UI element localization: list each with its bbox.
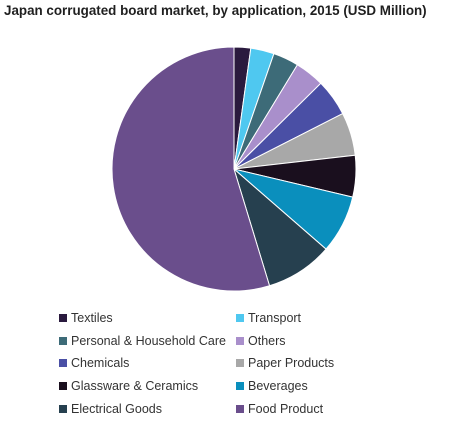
- legend-swatch: [236, 404, 244, 413]
- legend-label: Glassware & Ceramics: [71, 379, 199, 394]
- legend-label: Electrical Goods: [71, 401, 163, 416]
- legend-swatch: [59, 359, 67, 368]
- legend-swatch: [236, 359, 244, 368]
- legend-label: Paper Products: [248, 356, 335, 371]
- legend-item-glassware-ceramics: Glassware & Ceramics: [59, 377, 198, 395]
- legend-label: Textiles: [71, 311, 113, 325]
- legend-item-electrical-goods: Electrical Goods: [59, 400, 162, 418]
- legend-item-personal-household-care: Personal & Household Care: [59, 332, 226, 350]
- legend-item-chemicals: Chemicals: [59, 354, 129, 372]
- legend-item-food-product: Food Product: [236, 400, 323, 418]
- pie-slices: [111, 46, 357, 292]
- legend-swatch: [236, 382, 244, 391]
- legend-item-transport: Transport: [236, 309, 301, 327]
- legend-swatch: [59, 336, 67, 345]
- legend-swatch: [236, 314, 244, 322]
- legend-item-beverages: Beverages: [236, 377, 308, 395]
- legend-swatch: [59, 382, 67, 391]
- pie-slice-food-product: [111, 46, 271, 292]
- pie-chart: [111, 46, 357, 292]
- legend-item-paper-products: Paper Products: [236, 354, 334, 372]
- legend-label: Food Product: [248, 401, 324, 416]
- chart-title: Japan corrugated board market, by applic…: [4, 3, 427, 18]
- legend-label: Others: [248, 333, 286, 348]
- legend-label: Personal & Household Care: [71, 333, 226, 348]
- legend-item-others: Others: [236, 332, 286, 350]
- legend-swatch: [236, 336, 244, 345]
- legend-label: Transport: [248, 311, 302, 325]
- legend-label: Chemicals: [71, 356, 130, 371]
- legend-swatch: [59, 404, 67, 413]
- legend-swatch: [59, 314, 67, 322]
- legend-item-textiles: Textiles: [59, 309, 113, 327]
- legend-label: Beverages: [248, 379, 308, 394]
